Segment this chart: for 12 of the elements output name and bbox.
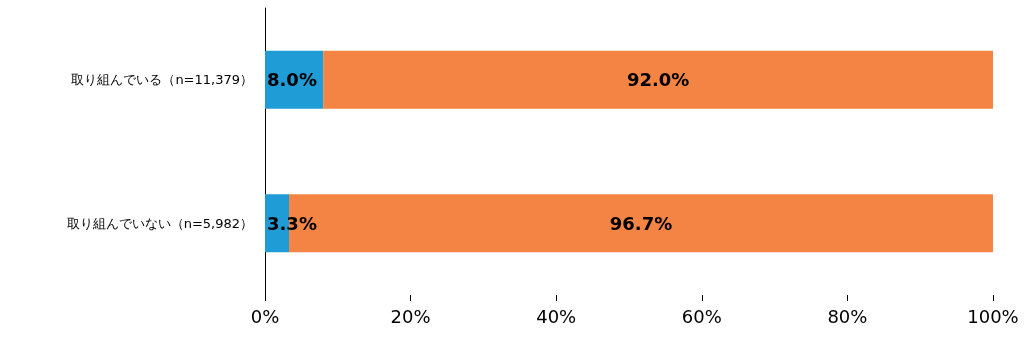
x-tick-label: 20% [390,305,431,327]
y-tick-label: 取り組んでいない（n=5,982） [66,215,253,231]
x-tick-label: 100% [967,305,1019,327]
data-label: 96.7% [609,212,673,234]
data-label: 8.0% [267,69,317,91]
x-tick-label: 60% [681,305,722,327]
x-tick-label: 0% [250,305,280,327]
x-tick-label: 80% [827,305,868,327]
y-tick-label: 取り組んでいる（n=11,379） [71,72,253,88]
bar [323,50,993,109]
x-tick-label: 40% [536,305,577,327]
data-label: 92.0% [626,69,690,91]
